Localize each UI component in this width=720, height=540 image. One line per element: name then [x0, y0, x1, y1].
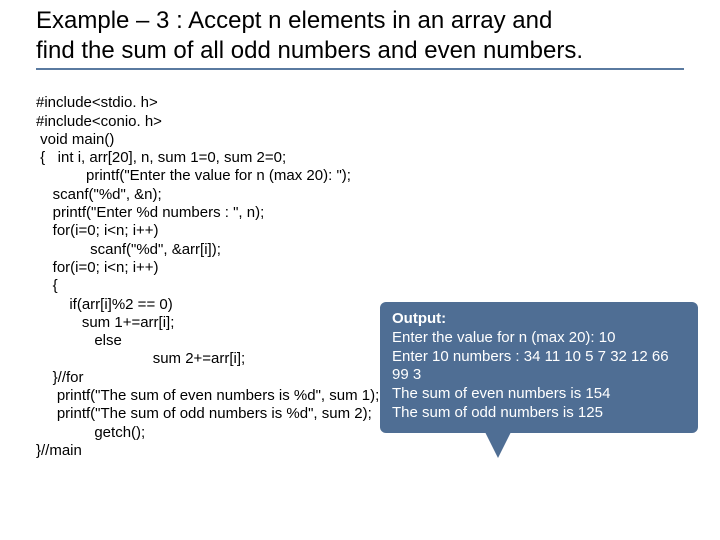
code-line: }//for	[36, 369, 84, 386]
output-callout: Output: Enter the value for n (max 20): …	[380, 302, 698, 433]
callout-tail-icon	[484, 430, 512, 458]
code-line: { int i, arr[20], n, sum 1=0, sum 2=0;	[36, 149, 286, 166]
code-line: printf("Enter the value for n (max 20): …	[36, 167, 351, 184]
output-line: Enter the value for n (max 20): 10	[392, 329, 615, 346]
code-line: printf("The sum of even numbers is %d", …	[36, 387, 379, 404]
title-underline	[36, 68, 684, 70]
code-line: for(i=0; i<n; i++)	[36, 222, 159, 239]
output-line: The sum of even numbers is 154	[392, 385, 610, 402]
code-line: {	[36, 277, 58, 294]
code-line: printf("The sum of odd numbers is %d", s…	[36, 405, 372, 422]
output-line: Enter 10 numbers : 34 11 10 5 7 32 12 66…	[392, 348, 669, 384]
code-line: scanf("%d", &arr[i]);	[36, 241, 221, 258]
code-line: getch();	[36, 424, 145, 441]
title-line-1: Example – 3 : Accept n elements in an ar…	[36, 7, 552, 34]
code-line: printf("Enter %d numbers : ", n);	[36, 204, 264, 221]
title-line-2: find the sum of all odd numbers and even…	[36, 37, 583, 64]
code-line: #include<stdio. h>	[36, 94, 158, 111]
slide-title: Example – 3 : Accept n elements in an ar…	[0, 0, 720, 68]
code-line: #include<conio. h>	[36, 113, 162, 130]
output-line: The sum of odd numbers is 125	[392, 404, 603, 421]
code-line: void main()	[36, 131, 114, 148]
code-line: if(arr[i]%2 == 0)	[36, 296, 173, 313]
code-line: sum 2+=arr[i];	[36, 350, 245, 367]
code-line: }//main	[36, 442, 82, 459]
output-heading: Output:	[392, 310, 446, 327]
code-line: for(i=0; i<n; i++)	[36, 259, 159, 276]
code-line: else	[36, 332, 122, 349]
code-line: sum 1+=arr[i];	[36, 314, 174, 331]
code-line: scanf("%d", &n);	[36, 186, 162, 203]
